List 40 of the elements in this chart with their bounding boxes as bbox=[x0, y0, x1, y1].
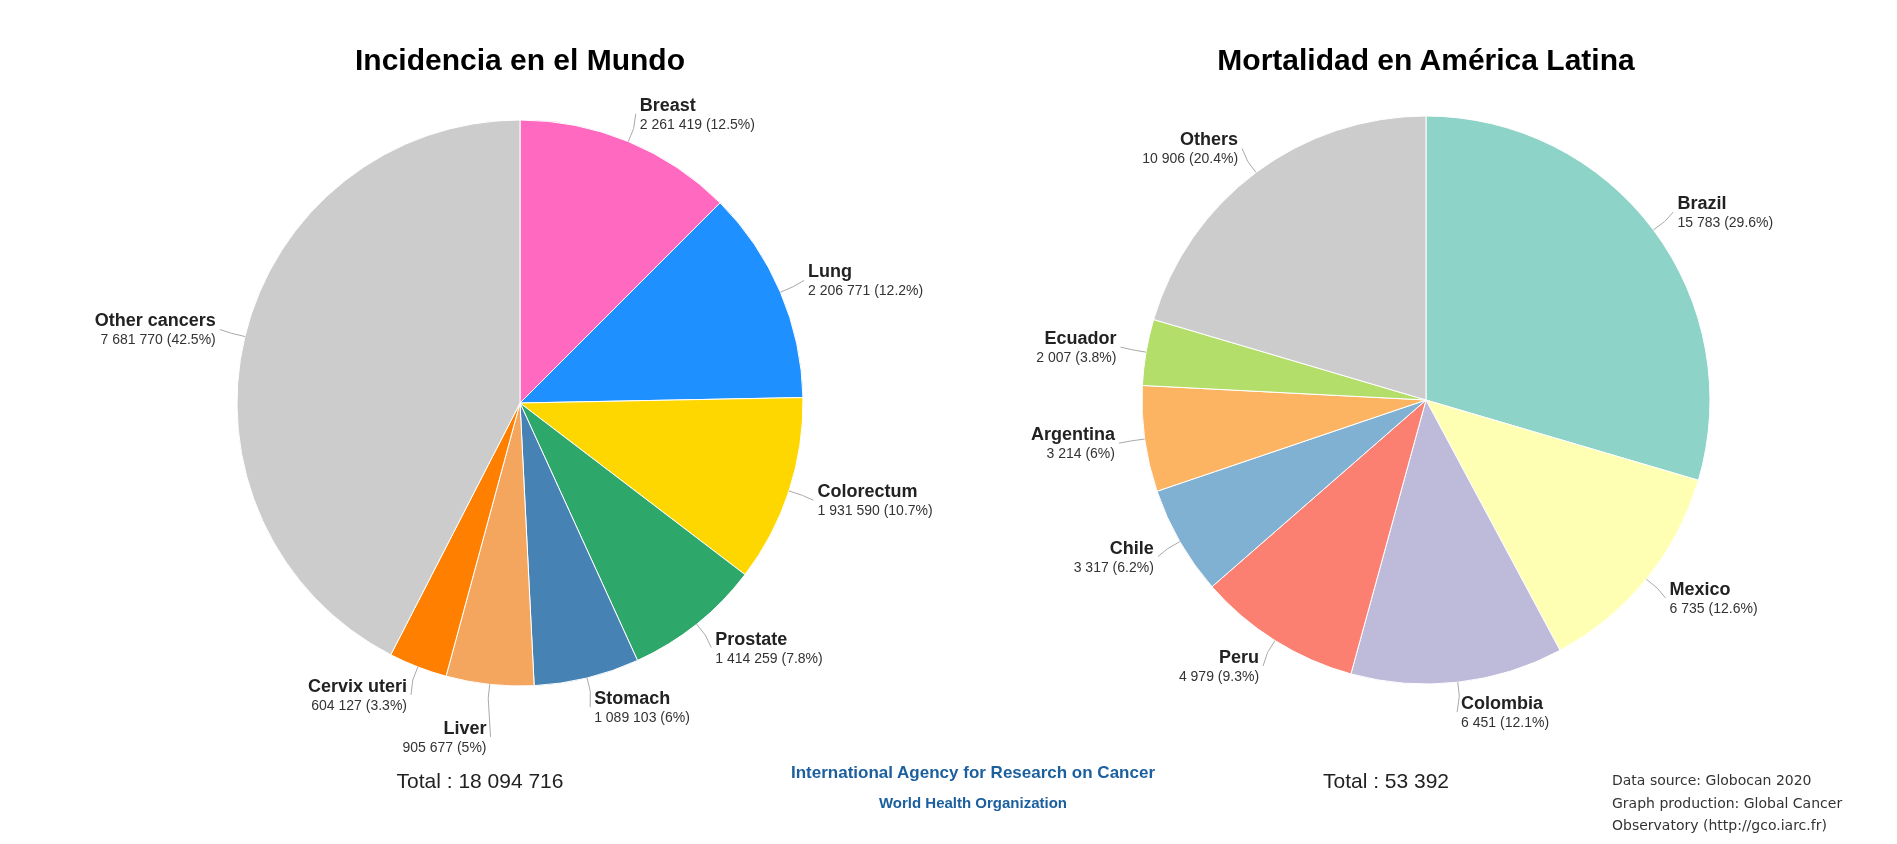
slice-label: Other cancers bbox=[94, 310, 216, 331]
data-label: 604 127 (3.3%) bbox=[311, 696, 408, 713]
slice-label: Mexico bbox=[1669, 579, 1731, 600]
text: International Agency for Research on Cancer bbox=[790, 763, 1156, 782]
data-label: 4 979 (9.3%) bbox=[1178, 667, 1260, 684]
slice-label: Prostate bbox=[715, 628, 788, 649]
slice-label: Lung bbox=[808, 261, 852, 282]
chart-title: Mortalidad en América Latina bbox=[1217, 43, 1635, 76]
slice-label: Chile bbox=[1109, 537, 1154, 558]
data-label: 3 317 (6.2%) bbox=[1073, 558, 1154, 575]
data-label: 10 906 (20.4%) bbox=[1142, 150, 1239, 167]
slice-label: Stomach bbox=[594, 688, 671, 709]
data-label: 6 451 (12.1%) bbox=[1461, 714, 1550, 731]
text: Graph production: Global Cancer Observatory (http://gco.iarc.fr) bbox=[1612, 795, 1843, 833]
data-label: 15 783 (29.6%) bbox=[1677, 213, 1774, 230]
data-label: 3 214 (6%) bbox=[1046, 445, 1115, 462]
data-label: 1 089 103 (6%) bbox=[594, 709, 690, 726]
slice-label: Breast bbox=[639, 94, 696, 115]
slice-label: Peru bbox=[1219, 646, 1260, 667]
slice-label: Brazil bbox=[1677, 192, 1727, 213]
data-label: 1 414 259 (7.8%) bbox=[715, 649, 823, 666]
slice-label: Colorectum bbox=[817, 481, 918, 502]
data-label: 2 261 419 (12.5%) bbox=[639, 115, 755, 132]
data-label: 7 681 770 (42.5%) bbox=[100, 331, 216, 348]
text: Total : 53 392 bbox=[1322, 769, 1450, 792]
text: World Health Organization bbox=[878, 794, 1068, 811]
data-label: 2 206 771 (12.2%) bbox=[808, 282, 924, 299]
data-label: 1 931 590 (10.7%) bbox=[817, 502, 933, 519]
data-label: 6 735 (12.6%) bbox=[1669, 600, 1758, 617]
slice-label: Ecuador bbox=[1044, 328, 1117, 349]
slice-label: Colombia bbox=[1461, 693, 1545, 714]
slice-label: Cervix uteri bbox=[307, 675, 408, 696]
text: Total : 18 094 716 bbox=[396, 769, 564, 792]
slice-label: Liver bbox=[443, 717, 487, 738]
slice-label: Argentina bbox=[1030, 424, 1116, 445]
slice-label: Others bbox=[1180, 129, 1239, 150]
data-label: 2 007 (3.8%) bbox=[1036, 349, 1117, 366]
source-note: Data source: Globocan 2020 bbox=[1612, 772, 1812, 788]
data-label: 905 677 (5%) bbox=[402, 738, 487, 755]
chart-title: Incidencia en el Mundo bbox=[354, 43, 686, 76]
